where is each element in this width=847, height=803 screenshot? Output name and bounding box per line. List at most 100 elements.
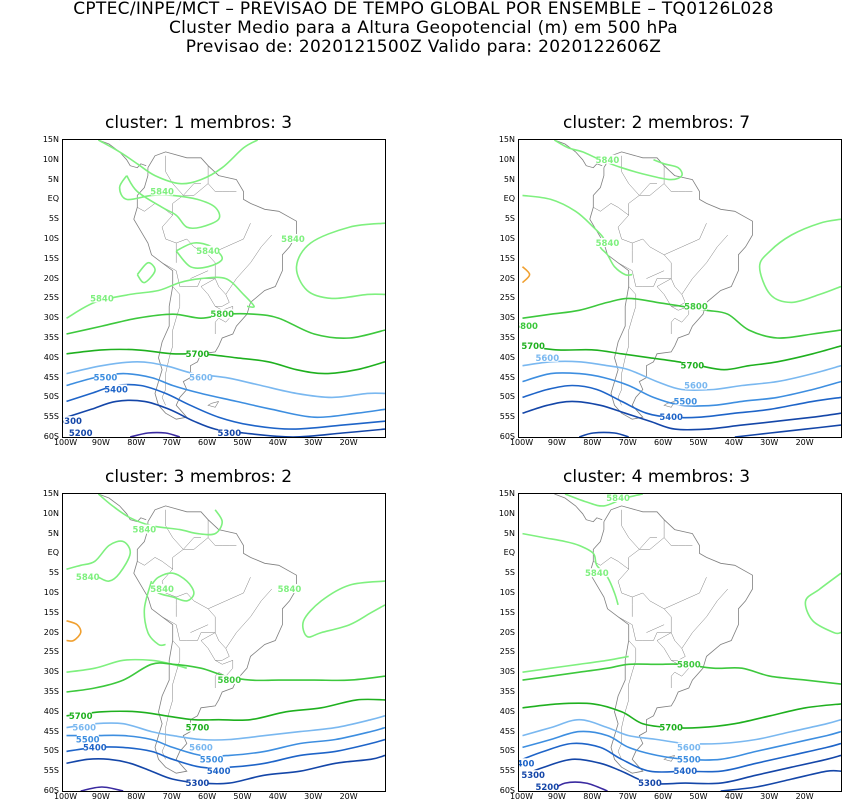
contour-label-bg bbox=[677, 659, 700, 669]
header-line-2: Cluster Medio para a Altura Geopotencial… bbox=[168, 18, 679, 38]
contour-label-bg bbox=[90, 293, 113, 303]
lat-tick-label: 15N bbox=[42, 135, 59, 144]
map-svg: 5840 5840 5800 5700 5600 5500 5400 5300 5300 5200… bbox=[519, 494, 841, 791]
contour-label-bg bbox=[76, 734, 99, 744]
contour-line bbox=[522, 372, 841, 407]
lon-tick-label: 80W bbox=[127, 438, 146, 447]
country-border bbox=[207, 577, 251, 610]
contour-label: 5400 bbox=[207, 767, 231, 777]
contour-label: 5600 bbox=[189, 743, 213, 753]
country-border bbox=[207, 183, 237, 192]
contour-label-bg bbox=[76, 572, 99, 582]
contour-label: 5840 bbox=[196, 247, 220, 257]
lat-tick-label: 20S bbox=[499, 627, 515, 637]
lon-tick-label: 50W bbox=[689, 792, 708, 801]
island-outline bbox=[207, 401, 219, 408]
lat-tick-label: 10N bbox=[498, 154, 515, 164]
lat-tick-label: 60S bbox=[43, 786, 59, 795]
panel-title: cluster: 4 membros: 3 bbox=[563, 467, 751, 487]
contour-line bbox=[66, 399, 385, 437]
lat-tick-label: 35S bbox=[499, 687, 515, 696]
contour-label-bg bbox=[674, 766, 697, 776]
contour-line bbox=[522, 400, 841, 431]
contour-line bbox=[522, 655, 629, 673]
lon-tick-label: 40W bbox=[724, 438, 743, 447]
lat-tick-label: 30S bbox=[499, 667, 515, 677]
contour-line bbox=[66, 360, 385, 399]
contour-line bbox=[522, 663, 841, 685]
lon-tick-label: 20W bbox=[795, 792, 814, 801]
contour-label-bg bbox=[607, 494, 630, 502]
lat-tick-label: 55S bbox=[43, 412, 59, 422]
contour-label-bg bbox=[94, 372, 117, 382]
country-border bbox=[639, 537, 657, 550]
contour-label-bg bbox=[660, 412, 683, 422]
lat-tick-label: 10N bbox=[42, 154, 59, 164]
contour-label: 5300 bbox=[186, 779, 210, 789]
contour-line bbox=[136, 261, 156, 284]
country-border bbox=[656, 278, 686, 307]
contour-label-bg bbox=[660, 722, 683, 732]
contour-label: 5840 bbox=[90, 294, 114, 304]
contour-label: 5840 bbox=[606, 494, 630, 504]
lat-tick-label: 60S bbox=[499, 432, 515, 441]
contour-label: 5600 bbox=[677, 743, 701, 753]
lon-tick-label: 60W bbox=[198, 792, 217, 801]
country-border bbox=[646, 624, 665, 633]
contour-line bbox=[564, 494, 643, 507]
country-border bbox=[617, 286, 637, 406]
contour-label-bg bbox=[197, 245, 220, 255]
lat-tick-label: 50S bbox=[499, 392, 515, 402]
header-line-1: CPTEC/INPE/MCT – PREVISAO DE TEMPO GLOBA… bbox=[73, 0, 774, 19]
contour-label-bg bbox=[186, 348, 209, 358]
contour-line bbox=[804, 572, 841, 635]
lat-tick-label: 10N bbox=[42, 508, 59, 518]
contour-line bbox=[66, 619, 82, 642]
country-border bbox=[663, 537, 693, 546]
contour-label-bg bbox=[186, 778, 209, 788]
panel-title: cluster: 3 membros: 2 bbox=[105, 467, 293, 487]
map-svg: 5840 5840 5800 5800 5700 5700 5600 5600 5500 5400 bbox=[519, 140, 841, 437]
contour-label: 5800 bbox=[217, 676, 241, 686]
contour-label: 5300 bbox=[63, 417, 82, 427]
lat-tick-label: 40S bbox=[499, 352, 515, 362]
contour-label-bg bbox=[105, 384, 128, 394]
lat-tick-label: 45S bbox=[499, 372, 515, 382]
contour-label: 5400 bbox=[83, 743, 107, 753]
contour-line bbox=[522, 532, 619, 606]
lat-tick-label: 5S bbox=[504, 214, 515, 224]
lat-tick-label: 5S bbox=[48, 568, 59, 578]
contour-label-bg bbox=[684, 301, 707, 311]
contour-line bbox=[522, 730, 841, 761]
lat-tick-label: 55S bbox=[499, 766, 515, 776]
contour-label: 5840 bbox=[596, 156, 620, 166]
contour-label: 5840 bbox=[76, 573, 100, 583]
country-border bbox=[137, 203, 173, 216]
contour-label: 5700 bbox=[186, 724, 210, 734]
contour-line bbox=[118, 175, 221, 230]
lon-tick-label: 90W bbox=[547, 438, 566, 447]
contour-label-bg bbox=[522, 340, 545, 350]
lat-tick-label: EQ bbox=[47, 194, 59, 204]
lat-tick-label: 40S bbox=[43, 706, 59, 716]
contour-label-bg bbox=[218, 675, 241, 685]
lat-tick-label: 10S bbox=[499, 234, 515, 243]
lat-tick-label: EQ bbox=[503, 548, 515, 558]
country-border bbox=[190, 270, 209, 279]
figure-header: CPTEC/INPE/MCT – PREVISAO DE TEMPO GLOBA… bbox=[0, 0, 847, 57]
country-border bbox=[617, 165, 665, 244]
contour-label: 5840 bbox=[133, 526, 157, 536]
map-panel-4: 5840 5840 5800 5700 5600 5500 5400 5300 5300 5200… bbox=[518, 493, 842, 792]
country-border bbox=[190, 624, 209, 633]
lat-tick-label: 25S bbox=[43, 647, 59, 657]
lat-tick-label: 5N bbox=[47, 528, 59, 538]
contour-label-bg bbox=[684, 380, 707, 390]
contour-line bbox=[301, 580, 385, 638]
coastline-central-america bbox=[554, 140, 603, 169]
contour-label: 5840 bbox=[596, 239, 620, 249]
contour-line bbox=[522, 194, 633, 277]
country-border bbox=[663, 577, 707, 610]
lon-tick-label: 30W bbox=[760, 792, 779, 801]
country-border bbox=[200, 278, 230, 307]
